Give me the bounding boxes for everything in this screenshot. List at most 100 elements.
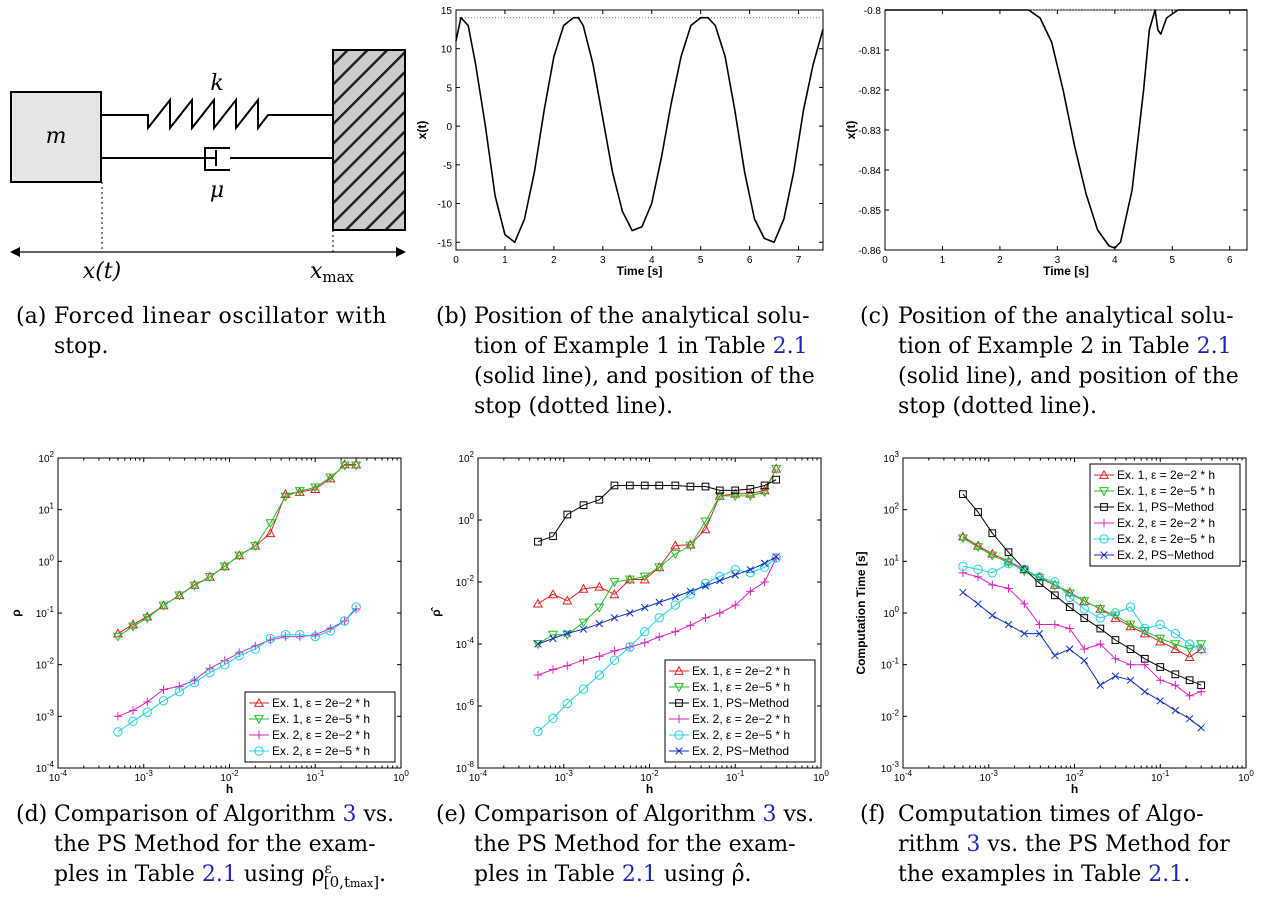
circle-marker	[1099, 534, 1109, 544]
table-ref-link[interactable]: 2.1	[1148, 862, 1184, 887]
y-tick-label: 103	[883, 450, 899, 465]
x-tick-label: 100	[1238, 769, 1254, 784]
y-tick-label: 10-1	[881, 657, 900, 672]
triangle-marker	[158, 601, 169, 611]
y-tick-label: 102	[458, 450, 474, 465]
y-tick-label: -0.82	[858, 86, 881, 97]
caption-text: vs.	[776, 802, 815, 827]
x-marker	[974, 600, 982, 608]
legend-entry: Ex. 2, ε = 2e−2 * h	[692, 712, 790, 726]
legend-box	[1089, 463, 1241, 567]
x-marker	[1156, 697, 1164, 705]
circle-marker	[578, 684, 589, 694]
y-tick-label: 10	[441, 45, 453, 56]
caption-line: Comparison of Algorithm 3 vs.	[474, 800, 836, 830]
caption-line: (solid line), and position of the	[474, 364, 815, 389]
plot-frame	[884, 9, 1248, 251]
circle-marker	[1184, 639, 1195, 649]
x-tick-exp: 0	[404, 769, 409, 778]
triangle-marker	[972, 543, 984, 553]
x-axis-label: h	[1071, 782, 1078, 796]
x-tick-label: 10-1	[726, 769, 745, 784]
caption-text: .	[1183, 862, 1191, 887]
circle-marker	[265, 633, 276, 644]
x-marker	[655, 598, 663, 607]
x-tick-label: 100	[813, 769, 829, 784]
series-3	[958, 568, 1206, 700]
table-ref-link[interactable]: 2.1	[201, 862, 237, 887]
legend-entry: Ex. 2, ε = 2e−5 * h	[692, 728, 790, 742]
circle-marker	[158, 696, 169, 706]
square-marker	[760, 481, 769, 490]
y-tick-base: 10	[458, 516, 470, 527]
caption-text: Comparison of Algorithm	[54, 802, 343, 827]
circle-marker	[1019, 564, 1030, 575]
x-marker	[701, 582, 710, 590]
triangle-marker	[685, 541, 696, 551]
circle-marker	[670, 600, 681, 610]
triangle-marker	[532, 640, 543, 650]
triangle-marker	[112, 632, 123, 642]
y-tick-label: 0	[446, 122, 452, 133]
series-line	[962, 493, 1202, 686]
square-marker	[1080, 614, 1089, 622]
y-tick-base: 10	[456, 640, 468, 651]
algorithm-ref-link[interactable]: 3	[342, 802, 357, 827]
circle-marker	[987, 568, 997, 578]
y-tick-base: 10	[36, 609, 48, 620]
triangle-marker	[532, 598, 543, 608]
y-tick-label: -0.81	[858, 46, 881, 57]
legend: Ex. 1, ε = 2e−2 * h Ex. 1, ε = 2e−5 * h Ex…	[1089, 463, 1241, 567]
x-marker	[549, 634, 557, 643]
triangle-marker	[714, 492, 725, 502]
table-ref-link[interactable]: 2.1	[772, 334, 808, 359]
x-marker	[1111, 672, 1120, 680]
damper-label: μ	[210, 178, 224, 203]
triangle-marker	[1095, 605, 1106, 615]
stop-label-main: x	[310, 259, 323, 284]
x-marker	[1096, 681, 1105, 689]
algorithm-ref-link[interactable]: 3	[762, 802, 777, 827]
caption-e: (e) Comparison of Algorithm 3 vs. the PS…	[436, 800, 836, 905]
y-tick-label: 15	[441, 6, 453, 17]
legend-entry: Ex. 2, PS−Method	[1117, 548, 1214, 562]
algorithm-ref-link[interactable]: 3	[966, 832, 981, 857]
caption-d: (d) Comparison of Algorithm 3 vs. the PS…	[16, 800, 416, 905]
square-marker	[988, 529, 997, 538]
damper	[101, 147, 333, 171]
triangle-marker	[127, 622, 139, 632]
x-marker	[641, 603, 649, 612]
square-marker	[1065, 603, 1074, 611]
square-marker	[1171, 670, 1180, 679]
table-ref-link[interactable]: 2.1	[1196, 334, 1232, 359]
circle-marker	[1125, 602, 1136, 612]
spring-label: k	[210, 71, 223, 96]
caption-e-body: Comparison of Algorithm 3 vs. the PS Met…	[474, 800, 836, 890]
x-marker	[626, 609, 634, 617]
y-tick-exp: -4	[47, 760, 55, 769]
circle-marker	[310, 631, 320, 642]
legend-box	[244, 691, 396, 763]
caption-tag: (a)	[16, 304, 47, 329]
table-ref-link[interactable]: 2.1	[621, 862, 657, 887]
triangle-marker	[310, 483, 321, 493]
series-2	[534, 475, 781, 546]
triangle-marker	[1034, 573, 1045, 584]
legend-entry: Ex. 2, ε = 2e−5 * h	[1117, 532, 1215, 546]
y-tick-label: 10-1	[36, 605, 55, 620]
circle-marker	[250, 644, 261, 654]
caption-text: rithm	[898, 832, 967, 857]
series-5	[534, 553, 780, 648]
y-tick-exp: -4	[467, 636, 475, 645]
caption-line: ples in Table 2.1 using ρ̂.	[474, 860, 836, 890]
x-tick-base: 10	[555, 773, 567, 784]
circle-marker	[533, 726, 543, 737]
triangle-marker	[562, 595, 573, 605]
axis-arrow-right	[396, 247, 406, 257]
triangle-marker	[265, 519, 276, 529]
caption-tag: (e)	[436, 802, 467, 827]
triangle-marker	[957, 534, 968, 544]
triangle-marker	[1170, 643, 1181, 653]
x-tick-base: 10	[894, 773, 906, 784]
caption-line: the examples in Table 2.1.	[898, 860, 1260, 890]
